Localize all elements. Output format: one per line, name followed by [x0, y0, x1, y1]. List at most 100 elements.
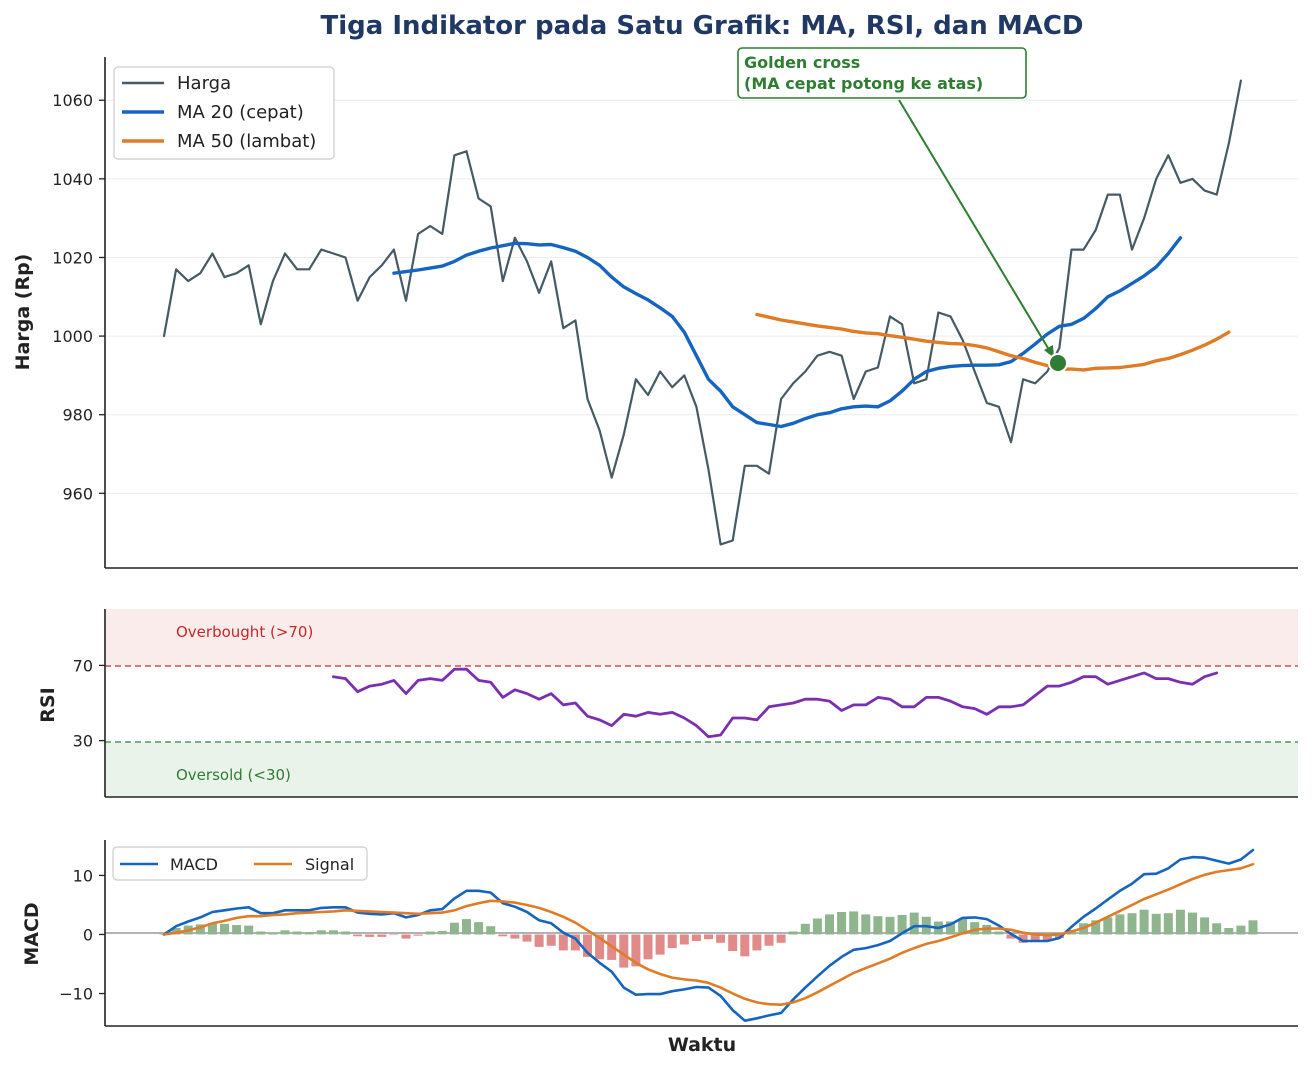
annotation-box — [737, 47, 1027, 99]
macd-panel: −10 0 10 MACD MACD Signal — [21, 840, 1298, 1027]
rsi-axes — [104, 609, 1298, 798]
macd-histogram-bar — [595, 934, 605, 960]
macd-lines — [162, 848, 1255, 1023]
macd-histogram-bar — [691, 934, 701, 941]
rsi-panel: Overbought (>70) Oversold (<30) 30 70 RSI — [37, 609, 1298, 798]
macd-histogram-bar — [401, 934, 411, 939]
price-tick-label: 960 — [62, 484, 93, 503]
macd-histogram-bar — [1018, 934, 1028, 943]
macd-legend: MACD Signal — [112, 846, 368, 881]
legend-label-signal: Signal — [305, 855, 354, 874]
macd-histogram-bar — [1030, 934, 1040, 941]
macd-histogram-bar — [1139, 909, 1149, 935]
macd-histogram-bar — [425, 931, 435, 935]
macd-histogram-bar — [244, 925, 254, 935]
macd-histogram-bar — [1042, 934, 1052, 941]
macd-y-ticks: −10 0 10 — [59, 866, 105, 1004]
macd-histogram-bar — [413, 934, 423, 936]
price-y-axis-label: Harga (Rp) — [12, 254, 34, 371]
rsi-tick-label: 30 — [73, 732, 93, 751]
golden-cross-annotation: Golden cross (MA cepat potong ke atas) — [737, 47, 1068, 373]
macd-histogram-bar — [716, 934, 726, 943]
macd-histogram-bar — [849, 911, 859, 935]
legend-label-ma50: MA 50 (lambat) — [177, 131, 316, 152]
macd-histogram-bar — [885, 916, 895, 935]
price-tick-label: 1020 — [52, 248, 93, 267]
x-axis-label: Waktu — [668, 1034, 736, 1056]
macd-histogram-bar — [546, 934, 556, 946]
price-tick-label: 1040 — [52, 170, 93, 189]
macd-histogram-bar — [728, 934, 738, 951]
price-line-ma50 — [755, 312, 1231, 372]
macd-histogram-bar — [220, 923, 229, 935]
macd-histogram-bar — [510, 934, 520, 939]
macd-histogram-bar — [522, 934, 532, 942]
macd-histogram-bar — [377, 934, 387, 937]
macd-histogram-bar — [619, 934, 629, 968]
legend-label-macd: MACD — [170, 855, 218, 874]
macd-histogram-bar — [740, 934, 750, 957]
annotation-arrowhead — [1044, 345, 1054, 358]
legend-label-harga: Harga — [177, 73, 231, 94]
rsi-y-axis-label: RSI — [37, 687, 59, 722]
price-tick-label: 980 — [62, 406, 93, 425]
price-line-ma20 — [392, 236, 1183, 429]
macd-histogram-bar — [1115, 914, 1125, 935]
annotation-line-2: (MA cepat potong ke atas) — [744, 74, 983, 93]
legend-label-ma20: MA 20 (cepat) — [177, 102, 304, 123]
price-lines — [162, 79, 1243, 546]
macd-histogram-bar — [341, 931, 350, 935]
macd-histogram-bar — [498, 934, 508, 937]
macd-histogram-bar — [764, 934, 774, 946]
macd-histogram-bar — [232, 925, 242, 935]
macd-histogram-bar — [1175, 909, 1185, 935]
macd-histogram — [159, 909, 1258, 968]
macd-legend-box — [112, 846, 368, 881]
macd-histogram-bar — [195, 924, 205, 935]
macd-histogram-bar — [583, 934, 592, 957]
price-tick-label: 1060 — [52, 91, 93, 110]
signal-line — [162, 862, 1255, 1007]
macd-histogram-bar — [1151, 913, 1161, 935]
chart-title: Tiga Indikator pada Satu Grafik: MA, RSI… — [320, 11, 1083, 41]
macd-histogram-bar — [292, 931, 302, 935]
price-axes — [104, 57, 1298, 569]
macd-histogram-bar — [873, 916, 883, 935]
macd-histogram-bar — [207, 923, 217, 935]
macd-histogram-bar — [946, 921, 955, 935]
macd-histogram-bar — [825, 914, 834, 935]
price-legend-box — [113, 66, 335, 160]
macd-histogram-bar — [812, 918, 822, 935]
annotation-line-1: Golden cross — [744, 53, 860, 72]
macd-histogram-bar — [643, 934, 653, 960]
macd-histogram-bar — [328, 930, 338, 935]
macd-axes — [104, 840, 1298, 1027]
macd-histogram-bar — [171, 928, 181, 935]
macd-histogram-bar — [389, 934, 399, 936]
macd-histogram-bar — [1188, 912, 1197, 935]
macd-histogram-bar — [1224, 928, 1234, 935]
macd-histogram-bar — [353, 934, 363, 937]
macd-histogram-bar — [752, 934, 762, 951]
macd-histogram-bar — [462, 919, 471, 935]
rsi-lines — [331, 667, 1219, 739]
macd-tick-label: 10 — [73, 866, 93, 885]
overbought-zone — [105, 609, 1298, 666]
macd-histogram-bar — [570, 934, 580, 951]
macd-histogram-bar — [304, 932, 314, 935]
macd-histogram-bar — [704, 934, 713, 940]
price-panel: 960 980 1000 1020 1040 1060 Harga (Rp) Golden… — [12, 47, 1298, 569]
macd-histogram-bar — [1006, 934, 1016, 939]
macd-histogram-bar — [994, 931, 1004, 935]
macd-histogram-bar — [788, 931, 798, 935]
macd-histogram-bar — [631, 934, 641, 967]
macd-histogram-bar — [1248, 920, 1258, 935]
macd-histogram-bar — [970, 922, 980, 935]
macd-histogram-bar — [256, 931, 266, 935]
rsi-y-ticks: 30 70 — [73, 656, 105, 751]
macd-histogram-bar — [268, 932, 278, 935]
price-tick-label: 1000 — [52, 327, 93, 346]
macd-histogram-bar — [1212, 923, 1222, 935]
overbought-label: Overbought (>70) — [176, 623, 313, 641]
